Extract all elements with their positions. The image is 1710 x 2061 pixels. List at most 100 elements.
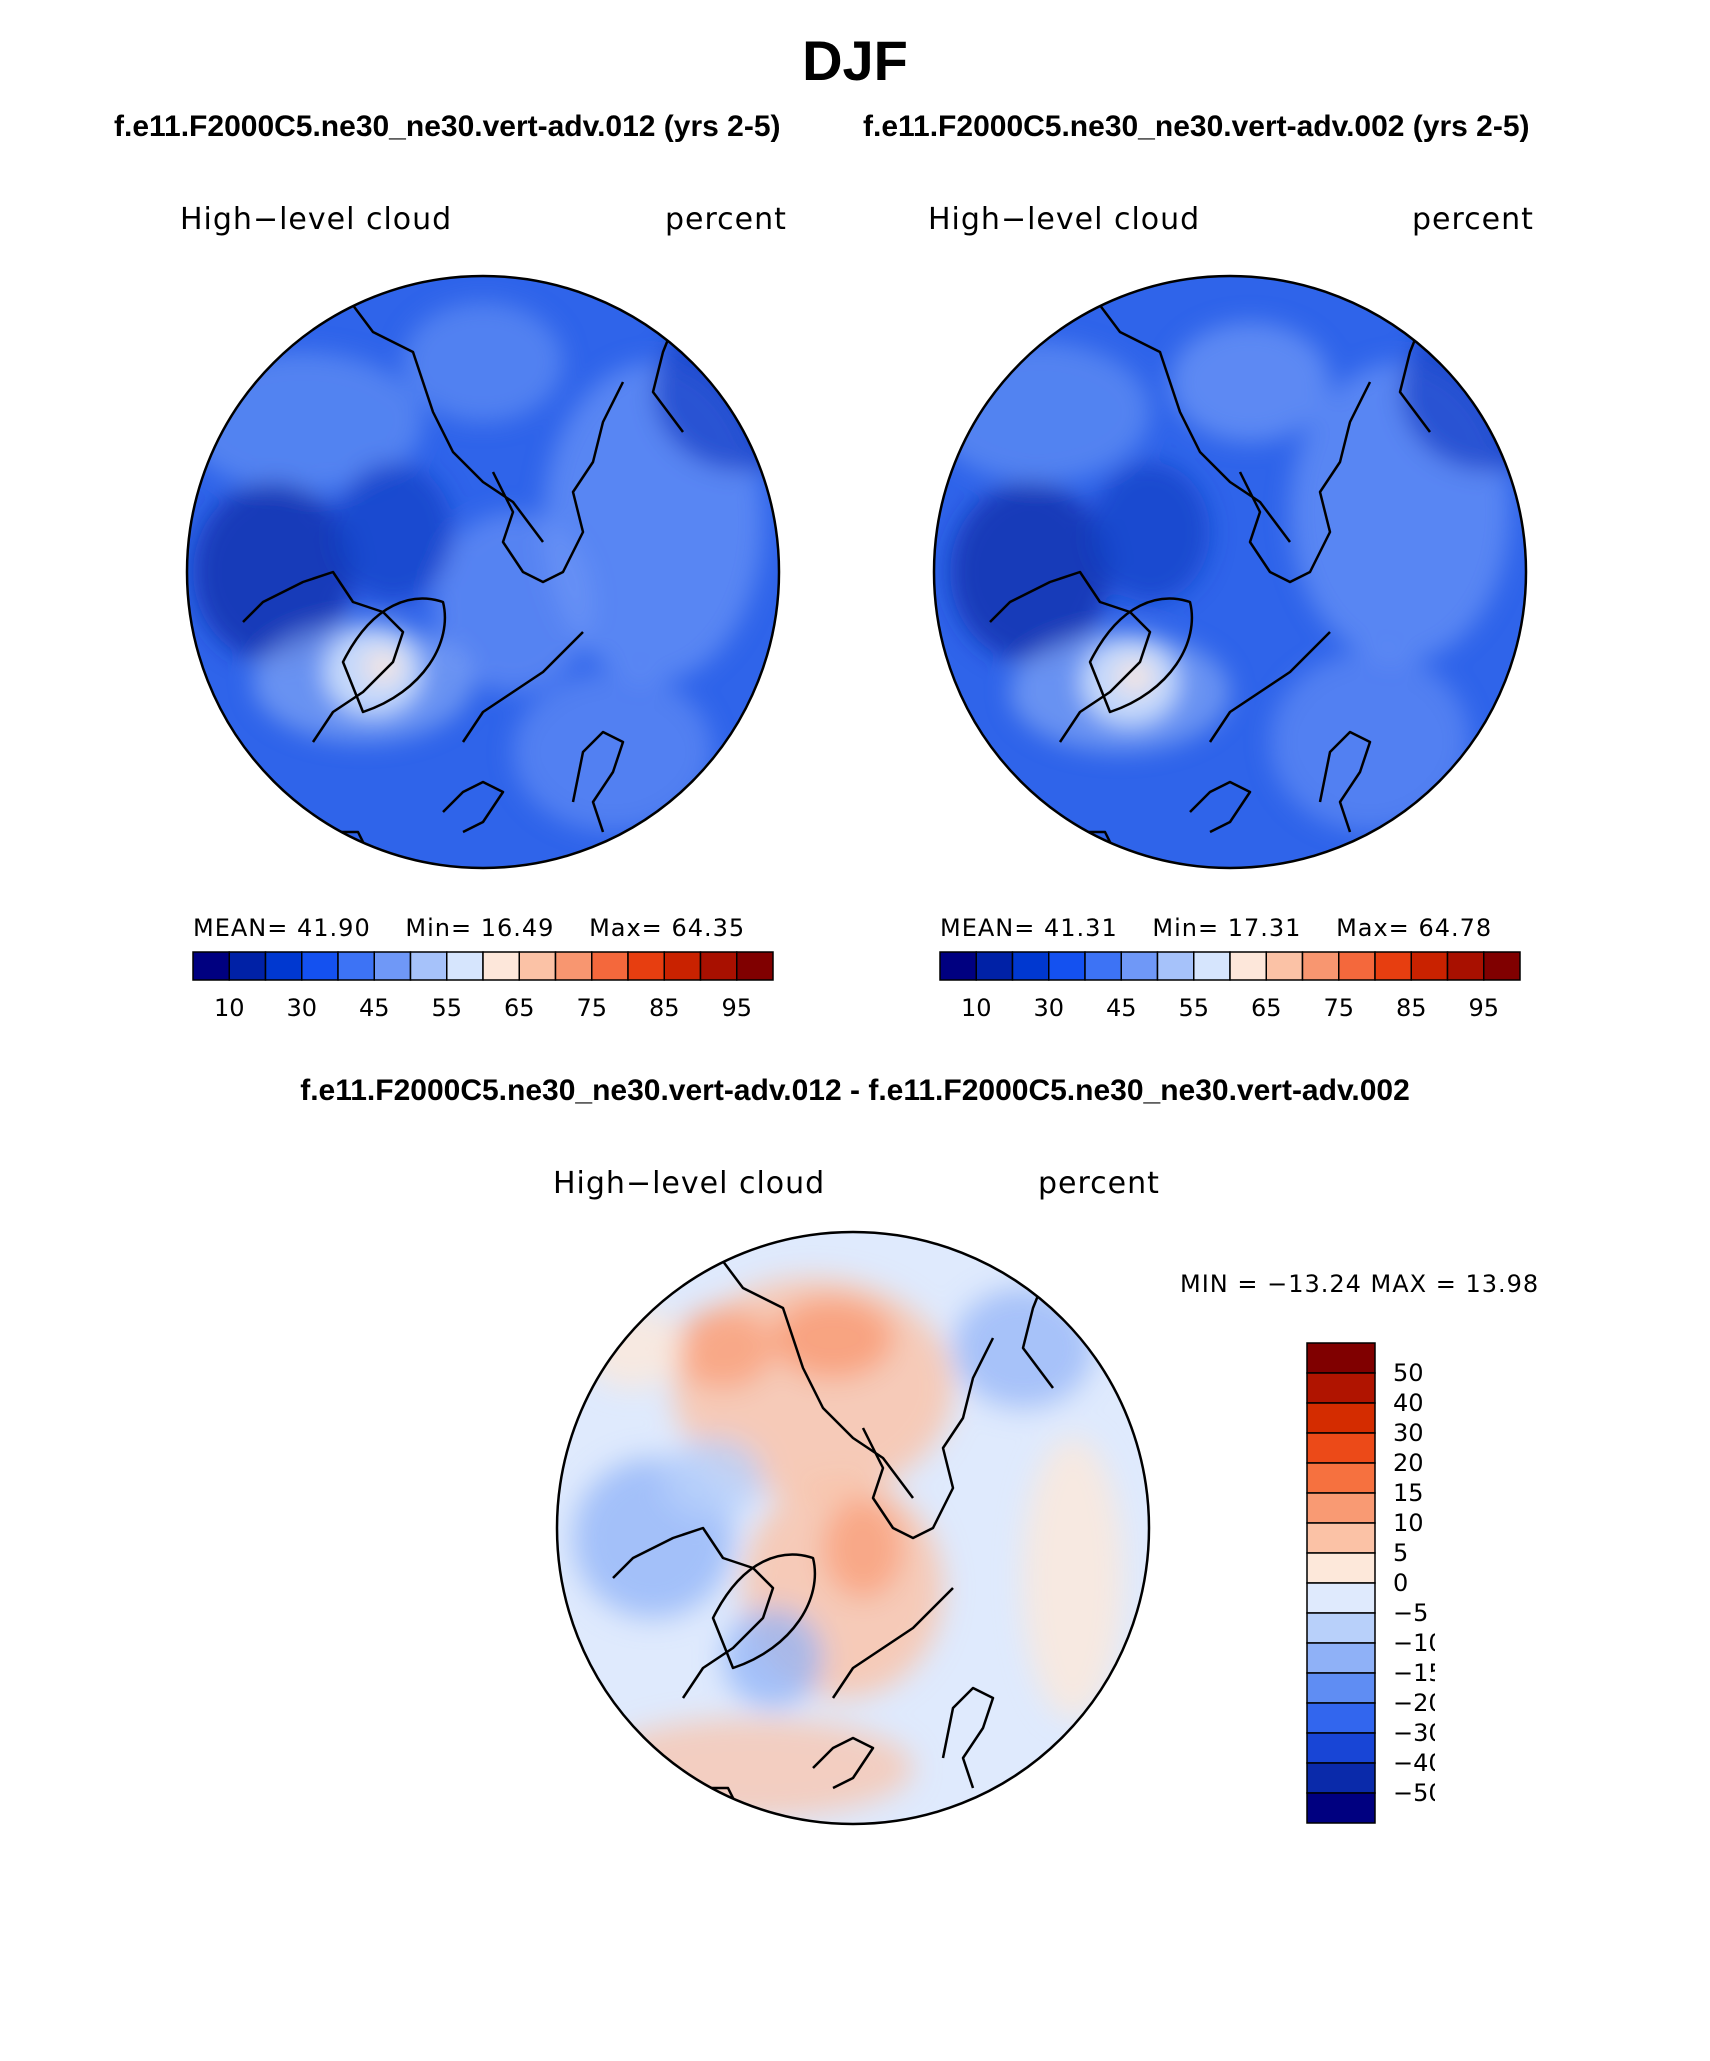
panel1-colorbar-swatch <box>663 951 702 981</box>
panel2-colorbar-swatch <box>939 951 977 981</box>
run1-title: f.e11.F2000C5.ne30_ne30.vert-adv.012 (yr… <box>114 110 781 143</box>
panel2-polar-map <box>932 274 1528 870</box>
panel2-variable-label: High−level cloud <box>928 202 1201 237</box>
panel1-colorbar-swatch <box>192 951 230 981</box>
panel1-colorbar-tick-label: 10 <box>214 994 245 1020</box>
panel1-colorbar-swatch <box>699 951 738 981</box>
panel2-max-label: Max= <box>1336 914 1410 942</box>
panel2-colorbar-swatch <box>1229 951 1267 981</box>
diff-colorbar-tick-label: 15 <box>1393 1479 1424 1507</box>
diff-colorbar-swatch <box>1306 1432 1376 1464</box>
panel2-colorbar-swatch <box>1338 951 1376 981</box>
diff-colorbar-tick-label: −15 <box>1393 1659 1435 1687</box>
panel1-colorbar-tick-label: 45 <box>359 994 390 1020</box>
panel1-colorbar: 10 30 45 55 65 75 85 95 <box>192 951 774 1020</box>
diff-colorbar-swatch <box>1306 1402 1376 1434</box>
panel2-colorbar-tick-label: 65 <box>1251 994 1282 1020</box>
diff-colorbar-tick-label: 50 <box>1393 1359 1424 1387</box>
diff-title: f.e11.F2000C5.ne30_ne30.vert-adv.012 - f… <box>300 1074 1410 1107</box>
diff-colorbar-tick-label: 5 <box>1393 1539 1408 1567</box>
diff-colorbar-swatch <box>1306 1642 1376 1674</box>
panel2-colorbar-swatch <box>1410 951 1449 981</box>
panel2-colorbar-swatch <box>1446 951 1485 981</box>
diff-colorbar-swatch <box>1306 1462 1376 1494</box>
season-title: DJF <box>802 29 908 92</box>
panel2-min-value: 17.31 <box>1227 914 1302 942</box>
diff-colorbar-swatch <box>1306 1552 1376 1584</box>
panel2-min-label: Min= <box>1152 914 1220 942</box>
panel1-colorbar-swatch <box>228 951 267 981</box>
diff-colorbar-swatch <box>1306 1582 1376 1614</box>
panel2-colorbar-swatch <box>1156 951 1195 981</box>
panel2-colorbar-swatch <box>1120 951 1159 981</box>
panel2-mean-value: 41.31 <box>1044 914 1118 942</box>
panel1-colorbar-swatch <box>337 951 375 981</box>
diff-colorbar-swatch <box>1306 1672 1376 1704</box>
diff-units-label: percent <box>1038 1166 1160 1201</box>
panel1-colorbar-tick-label: 75 <box>576 994 607 1020</box>
diff-colorbar-swatch <box>1306 1612 1376 1644</box>
panel2-colorbar-swatch <box>1048 951 1086 981</box>
panel2-max-value: 64.78 <box>1418 914 1493 942</box>
panel2-colorbar-swatch <box>1374 951 1412 981</box>
panel2-colorbar-tick-label: 30 <box>1033 994 1064 1020</box>
diff-colorbar-swatch <box>1306 1372 1376 1404</box>
panel1-colorbar-swatch <box>373 951 412 981</box>
diff-polar-map <box>555 1230 1151 1826</box>
panel1-colorbar-tick-label: 95 <box>721 994 752 1020</box>
panel1-max-value: 64.35 <box>671 914 746 942</box>
panel1-min-label: Min= <box>405 914 473 942</box>
panel1-colorbar-swatch <box>591 951 629 981</box>
panel1-colorbar-tick-label: 65 <box>504 994 535 1020</box>
diff-colorbar-tick-label: −40 <box>1393 1749 1435 1777</box>
panel2-colorbar-swatch <box>1483 951 1521 981</box>
panel1-colorbar-tick-label: 55 <box>431 994 462 1020</box>
panel1-colorbar-swatch <box>409 951 448 981</box>
panel2-colorbar-tick-label: 45 <box>1106 994 1137 1020</box>
diff-colorbar-swatch <box>1306 1522 1376 1554</box>
panel1-colorbar-swatch <box>264 951 303 981</box>
diff-colorbar-tick-label: 10 <box>1393 1509 1424 1537</box>
diff-minmax: MIN = −13.24 MAX = 13.98 <box>1180 1270 1540 1298</box>
panel1-max-label: Max= <box>589 914 663 942</box>
panel1-colorbar-tick-label: 85 <box>649 994 680 1020</box>
panel1-colorbar-swatch <box>627 951 665 981</box>
panel1-stats: MEAN= 41.90 Min= 16.49 Max= 64.35 <box>193 914 745 942</box>
panel2-colorbar-swatch <box>1193 951 1231 981</box>
panel1-colorbar-tick-label: 30 <box>286 994 317 1020</box>
panel1-colorbar-swatch <box>482 951 520 981</box>
diff-colorbar-tick-label: 40 <box>1393 1389 1424 1417</box>
run2-title: f.e11.F2000C5.ne30_ne30.vert-adv.002 (yr… <box>863 110 1530 143</box>
panel2-colorbar-tick-label: 10 <box>961 994 992 1020</box>
panel2-colorbar-swatch <box>1265 951 1304 981</box>
diff-colorbar-swatch <box>1306 1342 1376 1374</box>
diff-colorbar-swatch <box>1306 1762 1376 1794</box>
diff-colorbar-tick-label: −5 <box>1393 1599 1428 1627</box>
diff-colorbar-tick-label: −20 <box>1393 1689 1435 1717</box>
panel2-colorbar-tick-label: 55 <box>1178 994 1209 1020</box>
panel2-colorbar-swatch <box>1011 951 1050 981</box>
panel1-colorbar-swatch <box>736 951 774 981</box>
panel2-colorbar-tick-label: 95 <box>1468 994 1499 1020</box>
panel1-mean-value: 41.90 <box>297 914 371 942</box>
panel1-colorbar-swatch <box>554 951 593 981</box>
diff-colorbar-tick-label: −30 <box>1393 1719 1435 1747</box>
panel2-colorbar-tick-label: 75 <box>1323 994 1354 1020</box>
panel2-units-label: percent <box>1412 202 1534 237</box>
panel2-colorbar: 10 30 45 55 65 75 85 95 <box>939 951 1521 1020</box>
diff-colorbar-tick-label: 0 <box>1393 1569 1408 1597</box>
diff-colorbar-swatch <box>1306 1732 1376 1764</box>
panel1-min-value: 16.49 <box>480 914 555 942</box>
panel2-colorbar-swatch <box>1301 951 1340 981</box>
panel2-colorbar-swatch <box>975 951 1014 981</box>
diff-colorbar-swatch <box>1306 1702 1376 1734</box>
diff-colorbar-tick-label: 30 <box>1393 1419 1424 1447</box>
diff-colorbar-swatch <box>1306 1492 1376 1524</box>
panel2-colorbar-tick-label: 85 <box>1396 994 1427 1020</box>
diff-colorbar-tick-label: 20 <box>1393 1449 1424 1477</box>
panel1-colorbar-swatch <box>301 951 339 981</box>
diff-colorbar-tick-label: −50 <box>1393 1779 1435 1807</box>
diff-variable-label: High−level cloud <box>553 1166 826 1201</box>
panel1-variable-label: High−level cloud <box>180 202 453 237</box>
